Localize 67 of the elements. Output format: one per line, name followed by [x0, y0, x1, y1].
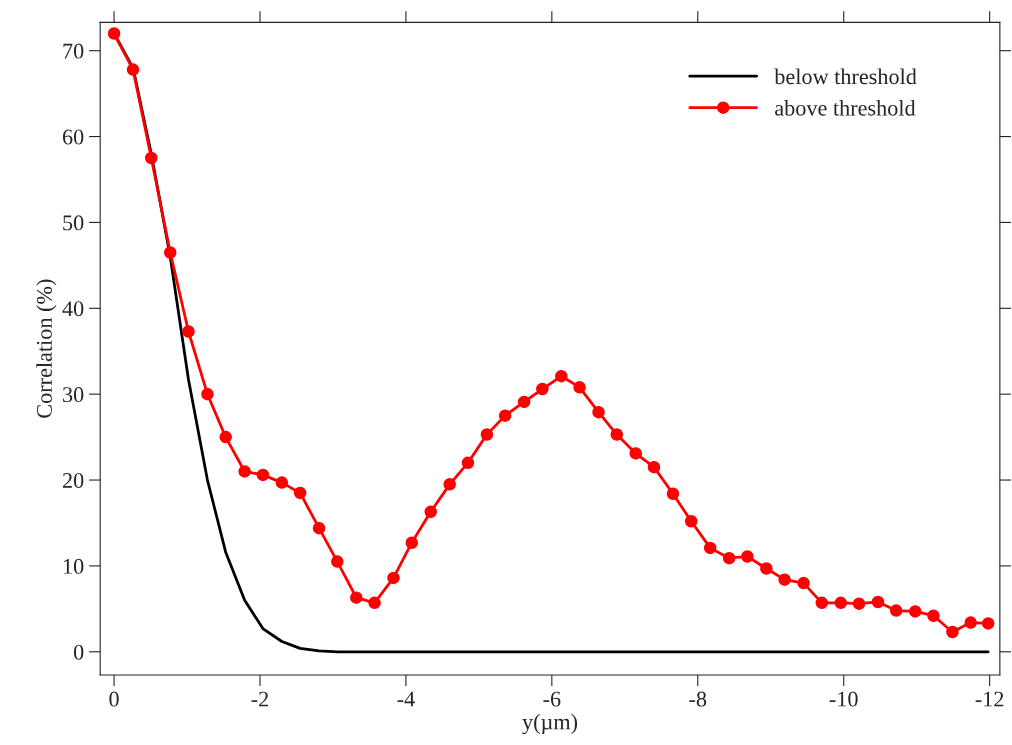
x-tick-label: -12 — [975, 691, 1004, 707]
y-tick-label: 10 — [63, 558, 84, 574]
y-tick-label: 60 — [62, 129, 84, 145]
point — [703, 541, 717, 555]
point — [610, 428, 624, 441]
point — [666, 487, 680, 501]
x-axis-title: y(µm) — [522, 713, 578, 735]
x-tick-label: -10 — [829, 691, 858, 707]
point — [834, 596, 848, 610]
x-tick-label: -2 — [251, 691, 269, 707]
legend-label: above threshold — [775, 99, 916, 116]
x-tick-label: -4 — [397, 691, 415, 707]
point — [312, 521, 326, 535]
point — [964, 616, 977, 629]
point — [981, 617, 995, 630]
y-tick-label: 20 — [62, 472, 84, 488]
point — [107, 27, 121, 40]
point — [629, 447, 643, 460]
point — [573, 381, 586, 394]
point — [797, 576, 810, 590]
point — [126, 63, 140, 76]
point — [145, 151, 158, 165]
point — [946, 625, 959, 639]
point — [908, 605, 922, 618]
point — [182, 325, 195, 338]
point — [927, 609, 940, 622]
point — [517, 395, 531, 409]
point — [778, 573, 791, 586]
y-tick-label: 0 — [73, 644, 84, 660]
point — [498, 409, 512, 422]
point — [256, 468, 270, 482]
point — [219, 430, 232, 444]
point — [461, 456, 475, 470]
point — [852, 597, 866, 610]
point — [201, 387, 214, 401]
point — [350, 591, 363, 604]
point — [238, 465, 251, 478]
y-axis-title: Correlation (%) — [36, 279, 57, 418]
point — [480, 428, 494, 441]
point — [647, 460, 661, 474]
point — [405, 536, 419, 549]
x-tick-label: -6 — [543, 691, 561, 707]
point — [536, 382, 549, 396]
point — [889, 604, 903, 617]
x-tick-label: -8 — [689, 691, 707, 707]
point — [331, 555, 344, 568]
y-tick-label: 50 — [63, 215, 84, 231]
point — [684, 515, 698, 528]
point — [293, 486, 307, 500]
point — [722, 551, 736, 565]
point — [424, 505, 437, 519]
x-tick-label: 0 — [109, 691, 119, 707]
y-tick-label: 70 — [63, 43, 84, 59]
point — [871, 595, 885, 609]
point — [555, 369, 568, 383]
point — [741, 550, 754, 563]
y-tick-label: 40 — [62, 301, 84, 317]
point — [387, 571, 400, 585]
point — [592, 405, 605, 419]
point — [275, 476, 289, 489]
legend-label: below threshold — [774, 68, 917, 85]
point — [163, 246, 177, 259]
point — [443, 478, 456, 491]
point — [368, 596, 381, 610]
y-tick-label: 30 — [63, 387, 84, 403]
point — [815, 596, 829, 610]
point — [760, 562, 773, 575]
